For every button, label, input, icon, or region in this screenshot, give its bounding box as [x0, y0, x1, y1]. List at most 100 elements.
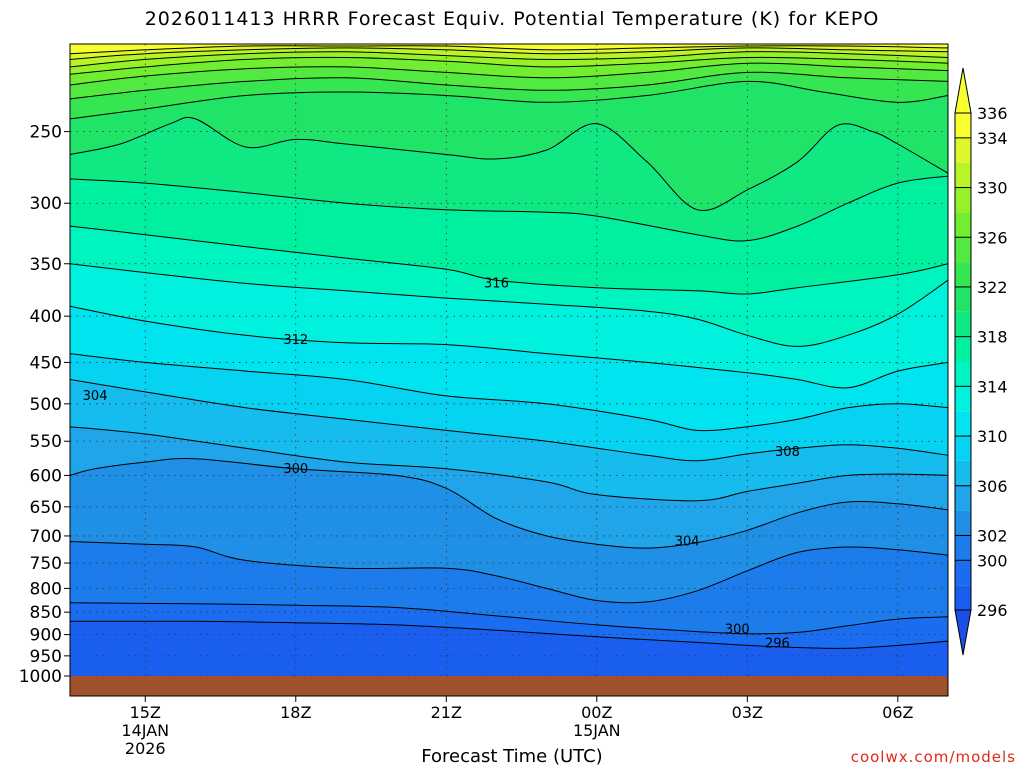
- x-tick-date-15Z: 14JAN: [121, 721, 169, 740]
- contour-labels: 316 312 304 300 308 304 300 296: [83, 276, 800, 651]
- contour-line-314: [70, 263, 948, 347]
- colorbar-band-308: [955, 436, 971, 461]
- colorbar-band-296: [955, 585, 971, 610]
- colorbar-band-322: [955, 262, 971, 287]
- y-tick-label-450: 450: [30, 353, 62, 373]
- contour-line-320: [70, 116, 948, 212]
- colorbar-label-302: 302: [977, 526, 1008, 545]
- contour-label-300: 300: [725, 622, 750, 637]
- ground-bar: [70, 676, 948, 696]
- contour-line-300: [70, 602, 948, 635]
- colorbar-band-312: [955, 386, 971, 412]
- site-credit: coolwx.com/models: [850, 748, 1016, 766]
- colorbar-band-316: [955, 336, 971, 362]
- colorbar-label-326: 326: [977, 228, 1008, 247]
- contour-line-330: [70, 51, 948, 68]
- colorbar-label-306: 306: [977, 477, 1008, 496]
- colorbar-band-298: [955, 560, 971, 586]
- y-tick-label-650: 650: [30, 498, 62, 518]
- y-tick-label-750: 750: [30, 554, 62, 574]
- contour-line-334: [70, 45, 948, 55]
- colorbar-bottom-arrow: [954, 609, 972, 656]
- colorbar-label-296: 296: [977, 601, 1008, 620]
- contour-label-308: 308: [775, 445, 800, 460]
- contour-label-312: 312: [283, 333, 308, 348]
- colorbar-label-334: 334: [977, 129, 1008, 148]
- colorbar-label-336: 336: [977, 104, 1008, 123]
- y-tick-label-350: 350: [30, 255, 62, 275]
- x-tick-year-15Z: 2026: [125, 739, 166, 758]
- x-tick-label-18Z: 18Z: [280, 703, 311, 722]
- y-tick-label-850: 850: [30, 603, 62, 623]
- y-tick-label-800: 800: [30, 579, 62, 599]
- colorbar: 296 300 302 306 310 314 318 322 326 330 334 336: [954, 67, 1008, 656]
- colorbar-label-310: 310: [977, 427, 1008, 446]
- colorbar-band-306: [955, 460, 971, 486]
- contour-line-304: [70, 457, 948, 549]
- contour-label-296: 296: [765, 636, 790, 651]
- y-tick-label-250: 250: [30, 123, 62, 143]
- x-tick-label-15Z: 15Z: [130, 703, 161, 722]
- contour-line-312: [70, 305, 948, 389]
- contour-line-310: [70, 353, 948, 432]
- contour-line-layer: [70, 45, 948, 649]
- contour-label-300: 300: [283, 462, 308, 477]
- plot-frame: [69, 43, 949, 697]
- contour-line-316: [70, 225, 948, 295]
- y-tick-label-1000: 1000: [19, 667, 62, 687]
- x-tick-label-21Z: 21Z: [431, 703, 462, 722]
- colorbar-label-322: 322: [977, 278, 1008, 297]
- x-axis-label: Forecast Time (UTC): [421, 746, 603, 767]
- colorbar-label-330: 330: [977, 179, 1008, 198]
- x-tick-date-00Z: 15JAN: [573, 721, 621, 740]
- x-tick-label-03Z: 03Z: [732, 703, 763, 722]
- colorbar-band-334: [955, 113, 971, 138]
- y-tick-label-550: 550: [30, 432, 62, 452]
- contour-label-304: 304: [83, 389, 108, 404]
- colorbar-band-304: [955, 485, 971, 511]
- colorbar-band-324: [955, 237, 971, 263]
- contour-line-326: [70, 62, 948, 86]
- fill-band-334: [70, 44, 948, 54]
- colorbar-band-320: [955, 286, 971, 312]
- y-tick-label-950: 950: [30, 647, 62, 667]
- y-tick-label-500: 500: [30, 395, 62, 415]
- x-tick-label-06Z: 06Z: [882, 703, 913, 722]
- y-tick-label-900: 900: [30, 626, 62, 646]
- colorbar-label-318: 318: [977, 328, 1008, 347]
- contour-line-324: [70, 71, 948, 100]
- contour-line-318: [70, 175, 948, 242]
- colorbar-band-302: [955, 510, 971, 536]
- y-tick-label-600: 600: [30, 466, 62, 486]
- y-tick-label-700: 700: [30, 527, 62, 547]
- fill-band-330: [70, 44, 948, 67]
- contour-label-316: 316: [484, 276, 509, 291]
- colorbar-band-300: [955, 535, 971, 561]
- contour-fill-layer: [70, 44, 948, 696]
- contour-line-306: [70, 426, 948, 502]
- colorbar-label-314: 314: [977, 377, 1008, 396]
- contour-line-328: [70, 56, 948, 75]
- contour-line-308: [70, 379, 948, 462]
- x-tick-label-00Z: 00Z: [581, 703, 612, 722]
- contour-label-304: 304: [675, 535, 700, 550]
- contour-line-302: [70, 541, 948, 604]
- y-axis: 250 300 350 400 450 500 550 600 650 700 750 800 850 9…: [19, 123, 70, 687]
- colorbar-band-332: [955, 137, 971, 163]
- colorbar-band-328: [955, 187, 971, 213]
- contour-line-322: [70, 80, 948, 120]
- chart-title: 2026011413 HRRR Forecast Equiv. Potentia…: [144, 8, 880, 30]
- contour-line-332: [70, 47, 948, 60]
- colorbar-label-300: 300: [977, 551, 1008, 570]
- colorbar-band-326: [955, 212, 971, 238]
- colorbar-band-310: [955, 411, 971, 437]
- y-tick-label-400: 400: [30, 307, 62, 327]
- colorbar-band-330: [955, 162, 971, 188]
- contour-line-298: [70, 620, 948, 649]
- y-tick-label-300: 300: [30, 194, 62, 214]
- colorbar-top-arrow: [954, 67, 972, 114]
- colorbar-band-318: [955, 311, 971, 337]
- colorbar-band-314: [955, 361, 971, 387]
